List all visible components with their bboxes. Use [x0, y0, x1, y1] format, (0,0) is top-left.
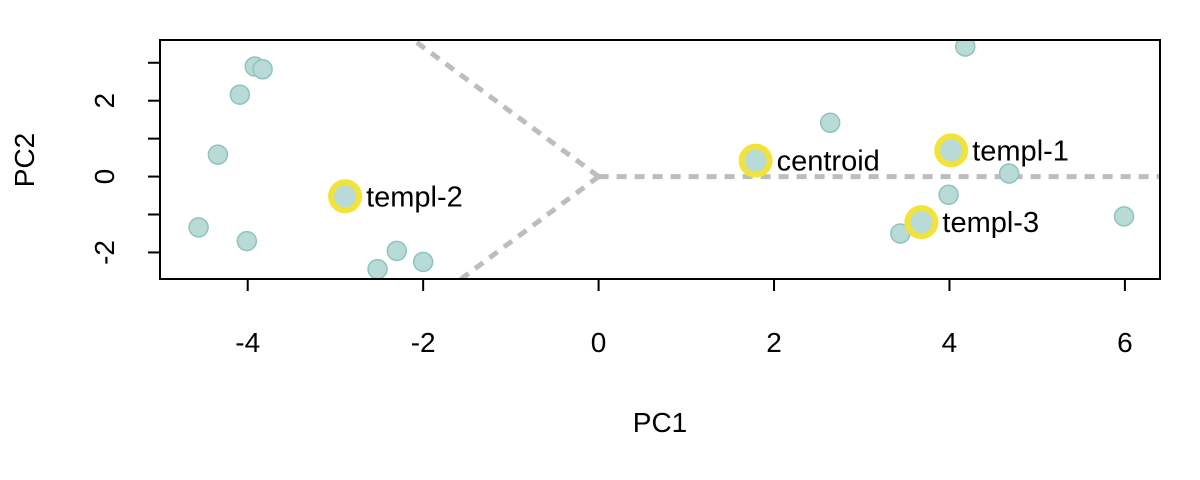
data-point — [1113, 206, 1135, 227]
data-point — [998, 163, 1020, 184]
data-point — [367, 258, 388, 279]
data-point — [236, 230, 258, 252]
highlighted-point-templ-1 — [934, 133, 969, 168]
highlighted-point-templ-2 — [328, 179, 363, 214]
data-point — [938, 184, 959, 206]
data-point — [819, 112, 841, 133]
point-labels: centroid templ-1 templ-2 templ-3 — [366, 135, 1069, 239]
divider-line-3 — [456, 174, 601, 279]
divider-line-2 — [409, 40, 601, 179]
point-label-templ-3: templ-3 — [942, 207, 1039, 239]
x-tick-label: 6 — [1117, 327, 1133, 358]
data-point — [207, 144, 229, 165]
x-tick-label: 4 — [942, 327, 958, 358]
y-tick-label: -2 — [89, 240, 120, 265]
data-point — [386, 240, 408, 262]
point-label-templ-1: templ-1 — [972, 135, 1069, 167]
y-tick-label: 0 — [89, 169, 120, 185]
y-tick-label: 2 — [89, 93, 120, 109]
data-points — [188, 40, 1135, 279]
x-tick-label: -2 — [411, 327, 436, 358]
data-point — [252, 58, 273, 80]
data-point — [955, 40, 976, 57]
x-axis: -4 -2 0 2 4 6 — [235, 278, 1133, 358]
x-tick-label: 2 — [766, 327, 782, 358]
x-tick-label: 0 — [591, 327, 607, 358]
data-point — [229, 84, 251, 105]
data-point — [412, 251, 434, 273]
highlighted-points — [328, 133, 969, 240]
divider-lines — [409, 40, 1160, 279]
y-axis-title: PC2 — [9, 133, 40, 187]
point-label-templ-2: templ-2 — [366, 181, 463, 213]
data-point — [188, 217, 209, 238]
highlighted-point-templ-3 — [904, 205, 939, 240]
point-label-centroid: centroid — [777, 146, 880, 178]
x-axis-title: PC1 — [633, 407, 687, 438]
y-axis: -2 0 2 — [89, 61, 161, 265]
x-tick-label: -4 — [235, 327, 260, 358]
highlighted-point-centroid — [738, 143, 773, 178]
